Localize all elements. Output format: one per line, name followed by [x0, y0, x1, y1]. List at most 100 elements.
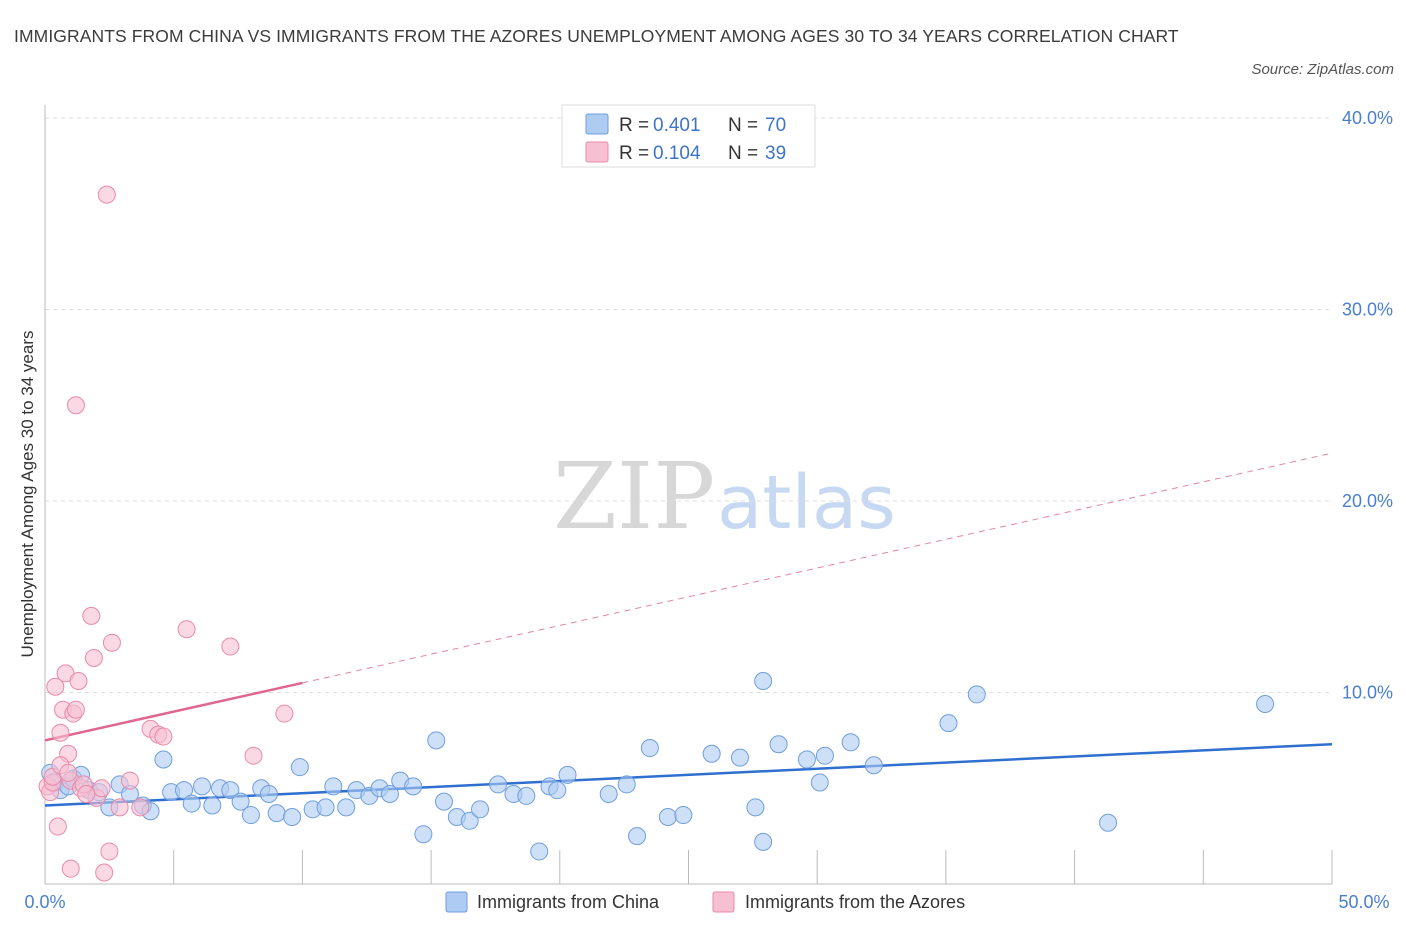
point-china	[267, 804, 286, 823]
point-azores	[59, 763, 78, 782]
x-tick-label-max: 50.0%	[1338, 892, 1389, 912]
point-azores	[66, 396, 85, 415]
legend-r-value-azores: 0.104	[653, 143, 701, 164]
point-china	[617, 775, 636, 794]
point-china	[283, 807, 302, 826]
point-china	[404, 777, 423, 796]
point-china	[1099, 813, 1118, 832]
point-azores	[97, 185, 116, 204]
point-azores	[77, 784, 96, 803]
point-china	[414, 825, 433, 844]
point-china	[674, 806, 693, 825]
point-china	[730, 748, 749, 767]
point-china	[530, 842, 549, 861]
legend-n-label-azores: N =	[728, 143, 758, 164]
point-china	[337, 798, 356, 817]
point-china	[380, 784, 399, 803]
legend-r-value-china: 0.401	[653, 115, 701, 136]
point-china	[841, 733, 860, 752]
point-azores	[48, 817, 67, 836]
point-china	[489, 775, 508, 794]
point-china	[241, 806, 260, 825]
point-azores	[275, 704, 294, 723]
point-china	[231, 792, 250, 811]
point-azores	[177, 620, 196, 639]
bottom-legend: Immigrants from China Immigrants from th…	[445, 891, 965, 913]
legend-n-value-china: 70	[765, 115, 786, 136]
grid-lines	[45, 117, 1332, 693]
point-china	[316, 798, 335, 817]
point-azores	[66, 700, 85, 719]
bottom-legend-swatch-china	[445, 891, 468, 913]
y-axis-label: Unemployment Among Ages 30 to 34 years	[18, 331, 37, 658]
legend-r-label-azores: R =	[619, 143, 649, 164]
point-azores	[221, 637, 240, 656]
point-china	[434, 792, 453, 811]
point-azores	[61, 859, 80, 878]
point-china	[810, 773, 829, 792]
point-china	[702, 744, 721, 763]
trend-line-1	[44, 681, 303, 742]
point-china	[640, 739, 659, 758]
point-azores	[244, 746, 263, 765]
legend-r-label-china: R =	[619, 115, 649, 136]
point-azores	[82, 606, 101, 625]
point-china	[864, 756, 883, 775]
legend-swatch-azores	[585, 141, 609, 163]
point-china	[324, 777, 343, 796]
point-china	[174, 781, 193, 800]
point-china	[517, 786, 536, 805]
point-china	[460, 811, 479, 830]
point-china	[599, 784, 618, 803]
point-china	[815, 746, 834, 765]
bottom-legend-swatch-azores	[712, 891, 735, 913]
legend-n-value-azores: 39	[765, 143, 786, 164]
y-tick-label: 30.0%	[1342, 300, 1393, 320]
point-azores	[110, 798, 129, 817]
watermark-atlas: atlas	[717, 460, 896, 546]
bottom-legend-label-china: Immigrants from China	[477, 892, 660, 912]
point-china	[558, 765, 577, 784]
point-china	[746, 798, 765, 817]
point-china	[628, 827, 647, 846]
point-azores	[84, 649, 103, 668]
y-tick-labels: 10.0% 20.0% 30.0% 40.0%	[1342, 108, 1393, 703]
point-china	[939, 714, 958, 733]
point-china	[769, 735, 788, 754]
point-china	[658, 807, 677, 826]
watermark-zip: ZIP	[553, 443, 715, 550]
point-azores	[100, 842, 119, 861]
legend-box: R = 0.401 N = 70 R = 0.104 N = 39	[561, 104, 816, 168]
data-points	[38, 185, 1275, 882]
point-china	[1256, 694, 1275, 713]
y-tick-label: 10.0%	[1342, 683, 1393, 703]
point-azores	[51, 723, 70, 742]
y-tick-label: 40.0%	[1342, 108, 1393, 128]
point-china	[427, 731, 446, 750]
chart-title: IMMIGRANTS FROM CHINA VS IMMIGRANTS FROM…	[14, 26, 1179, 46]
point-azores	[92, 779, 111, 798]
point-china	[754, 672, 773, 691]
point-china	[259, 784, 278, 803]
point-azores	[69, 672, 88, 691]
point-china	[193, 777, 212, 796]
point-azores	[46, 677, 65, 696]
point-china	[797, 750, 816, 769]
point-china	[290, 758, 309, 777]
point-china	[203, 796, 222, 815]
legend-swatch-china	[585, 113, 609, 135]
source-credit: Source: ZipAtlas.com	[1251, 61, 1394, 78]
legend-n-label-china: N =	[728, 115, 758, 136]
y-tick-label: 20.0%	[1342, 491, 1393, 511]
point-china	[967, 685, 986, 704]
point-china	[221, 781, 240, 800]
point-azores	[95, 863, 114, 882]
point-china	[182, 794, 201, 813]
x-tick-label-min: 0.0%	[24, 892, 65, 912]
point-azores	[154, 727, 173, 746]
x-ticks	[44, 850, 1333, 884]
point-china	[471, 800, 490, 819]
bottom-legend-label-azores: Immigrants from the Azores	[745, 892, 965, 912]
point-azores	[102, 633, 121, 652]
